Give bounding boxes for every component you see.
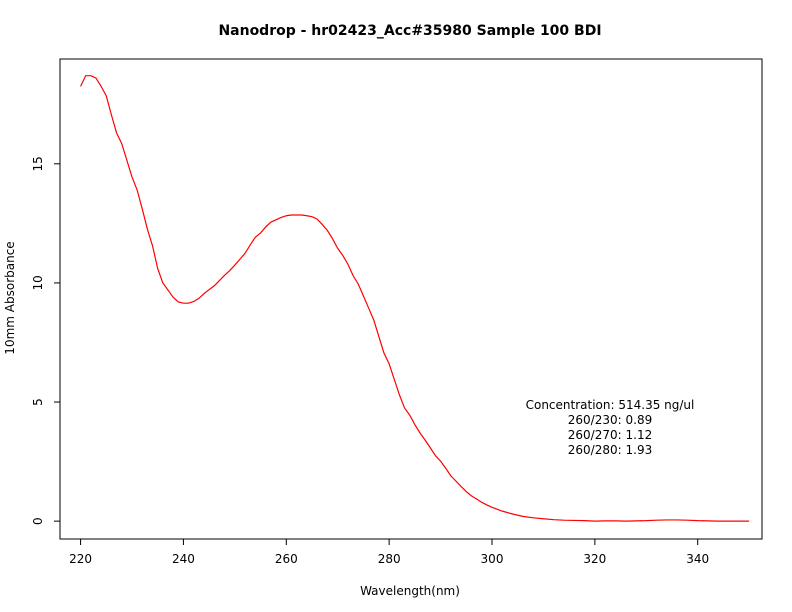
x-axis-label: Wavelength(nm) bbox=[360, 584, 460, 598]
x-tick-label: 340 bbox=[686, 552, 709, 566]
annotation-line: 260/280: 1.93 bbox=[568, 443, 652, 457]
chart-title: Nanodrop - hr02423_Acc#35980 Sample 100 … bbox=[218, 23, 601, 39]
annotation-line: 260/270: 1.12 bbox=[568, 428, 652, 442]
x-tick-label: 240 bbox=[172, 552, 195, 566]
x-tick-label: 220 bbox=[69, 552, 92, 566]
x-axis: 220 240 260 280 300 320 340 bbox=[69, 539, 709, 566]
x-tick-label: 280 bbox=[378, 552, 401, 566]
x-tick-label: 260 bbox=[275, 552, 298, 566]
x-tick-label: 300 bbox=[481, 552, 504, 566]
x-tick-label: 320 bbox=[583, 552, 606, 566]
plot-frame bbox=[59, 58, 763, 540]
y-axis: 0 5 10 15 bbox=[31, 156, 60, 525]
absorbance-series-line bbox=[80, 75, 750, 522]
annotation-line: Concentration: 514.35 ng/ul bbox=[526, 398, 695, 412]
y-tick-label: 5 bbox=[31, 398, 45, 406]
y-tick-label: 0 bbox=[31, 517, 45, 525]
y-axis-label: 10mm Absorbance bbox=[3, 241, 17, 354]
y-tick-label: 15 bbox=[31, 156, 45, 171]
annotation-line: 260/230: 0.89 bbox=[568, 413, 652, 427]
y-tick-label: 10 bbox=[31, 275, 45, 290]
